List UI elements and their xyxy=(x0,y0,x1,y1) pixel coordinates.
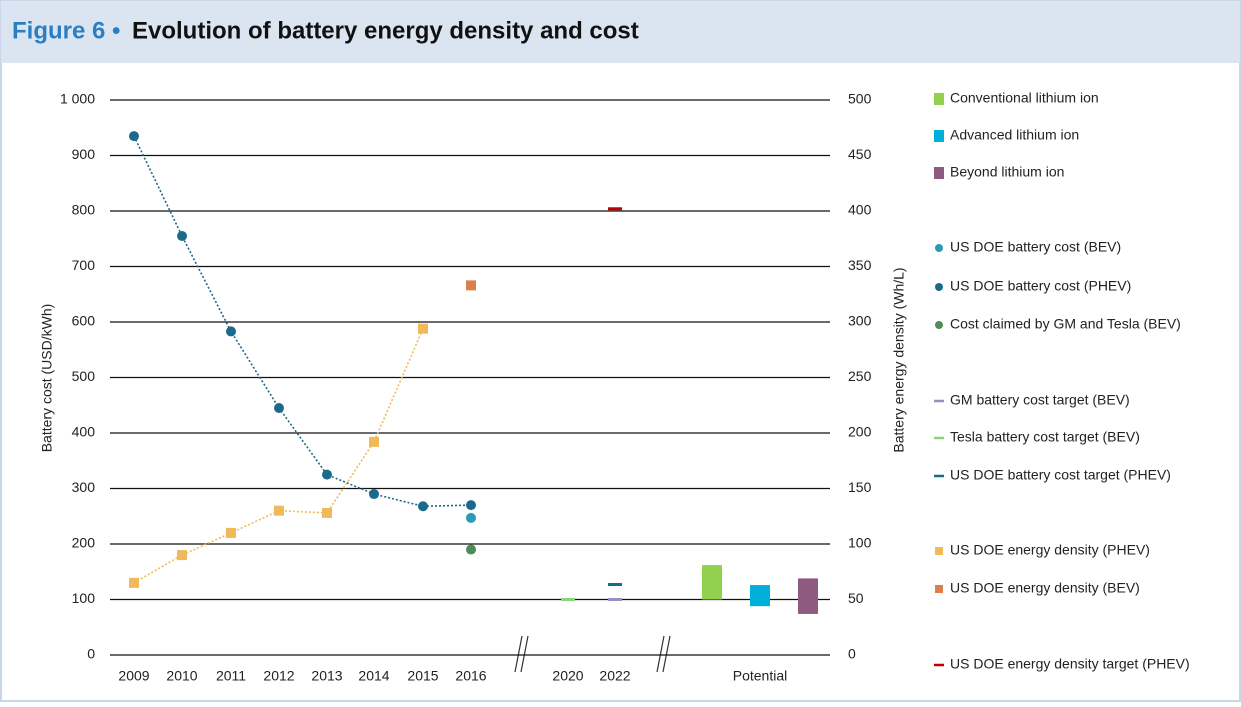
x-tick-label: 2020 xyxy=(552,668,583,684)
axis-break xyxy=(514,635,671,673)
x-tick-label: 2011 xyxy=(216,668,246,684)
legend-icon xyxy=(935,585,943,593)
y2-tick-label: 200 xyxy=(848,424,872,440)
x-tick-label: 2015 xyxy=(407,668,438,684)
point xyxy=(274,505,284,516)
y-tick-label: 800 xyxy=(72,202,96,218)
range-bar xyxy=(750,585,770,607)
range-bar xyxy=(798,578,818,614)
y-tick-label: 400 xyxy=(72,424,96,440)
point xyxy=(418,323,428,334)
point xyxy=(177,550,187,561)
y2-tick-label: 250 xyxy=(848,368,872,384)
y-tick-label: 1 000 xyxy=(60,91,95,107)
x-tick-label: 2009 xyxy=(118,668,149,684)
legend-icon xyxy=(934,130,944,142)
y2-tick-label: 0 xyxy=(848,646,856,662)
x-tick-label: 2016 xyxy=(455,668,486,684)
y2-tick-label: 100 xyxy=(848,535,872,551)
y2-tick-label: 150 xyxy=(848,479,872,495)
legend-label: US DOE energy density (PHEV) xyxy=(950,542,1150,558)
y2-axis-label: Battery energy density (Wh/L) xyxy=(891,267,907,452)
y2-tick-label: 400 xyxy=(848,202,872,218)
x-tick-label: 2022 xyxy=(599,668,630,684)
point xyxy=(322,469,332,480)
point xyxy=(322,507,332,518)
x-tick-label: 2013 xyxy=(311,668,342,684)
legend-label: Advanced lithium ion xyxy=(950,127,1079,143)
legend-icon xyxy=(935,244,943,252)
y2-tick-label: 300 xyxy=(848,313,872,329)
point xyxy=(466,280,476,291)
legend-icon xyxy=(934,167,944,179)
legend-icon xyxy=(935,283,943,291)
legend-label: US DOE battery cost (PHEV) xyxy=(950,278,1131,294)
point xyxy=(418,501,428,512)
y-tick-label: 200 xyxy=(72,535,96,551)
point xyxy=(129,577,139,588)
y2-tick-label: 500 xyxy=(848,91,872,107)
y-tick-label: 500 xyxy=(72,368,96,384)
legend-label: Cost claimed by GM and Tesla (BEV) xyxy=(950,316,1181,332)
y-tick-label: 300 xyxy=(72,479,96,495)
legend-label: Conventional lithium ion xyxy=(950,90,1099,106)
y-tick-label: 0 xyxy=(87,646,95,662)
legend-icon xyxy=(934,93,944,105)
y-tick-label: 600 xyxy=(72,313,96,329)
point xyxy=(466,544,476,555)
point xyxy=(466,512,476,523)
legend-icon xyxy=(935,547,943,555)
range-bar xyxy=(702,565,722,600)
legend-label: Tesla battery cost target (BEV) xyxy=(950,429,1140,445)
y-axis-label: Battery cost (USD/kWh) xyxy=(39,304,55,453)
point xyxy=(226,527,236,538)
point xyxy=(177,230,187,241)
y2-tick-label: 50 xyxy=(848,590,864,606)
legend-label: US DOE battery cost (BEV) xyxy=(950,239,1121,255)
legend-icon xyxy=(935,321,943,329)
point xyxy=(274,403,284,414)
legend-label: GM battery cost target (BEV) xyxy=(950,392,1130,408)
x-tick-label: Potential xyxy=(733,668,787,684)
point xyxy=(129,131,139,142)
figure-label: Figure 6 • xyxy=(12,17,120,44)
point xyxy=(369,436,379,447)
point xyxy=(369,489,379,500)
y-tick-label: 700 xyxy=(72,257,96,273)
y2-tick-label: 450 xyxy=(848,146,872,162)
x-tick-label: 2010 xyxy=(166,668,197,684)
point xyxy=(466,500,476,511)
legend-label: Beyond lithium ion xyxy=(950,164,1064,180)
x-tick-label: 2014 xyxy=(358,668,389,684)
legend-label: US DOE energy density target (PHEV) xyxy=(950,656,1190,672)
y2-tick-label: 350 xyxy=(848,257,872,273)
chart-title: Evolution of battery energy density and … xyxy=(132,17,639,44)
legend-label: US DOE battery cost target (PHEV) xyxy=(950,467,1171,483)
y-tick-label: 100 xyxy=(72,590,96,606)
x-tick-label: 2012 xyxy=(263,668,294,684)
point xyxy=(226,326,236,337)
header-band xyxy=(1,1,1240,63)
legend-label: US DOE energy density (BEV) xyxy=(950,580,1140,596)
series-line xyxy=(133,135,472,508)
y-tick-label: 900 xyxy=(72,146,96,162)
